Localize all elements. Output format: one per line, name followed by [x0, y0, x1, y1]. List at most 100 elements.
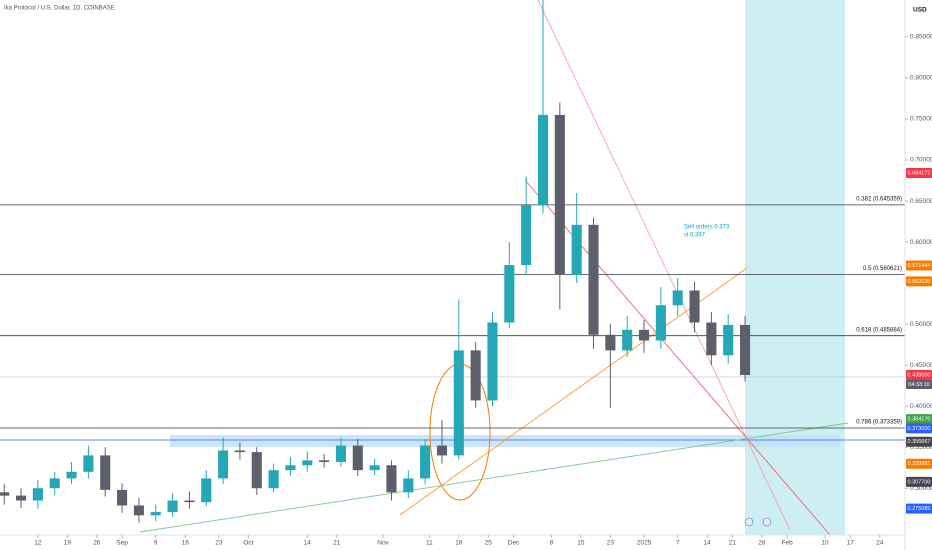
- x-tick-label: 10: [821, 540, 829, 547]
- candle-body: [638, 329, 650, 341]
- fib-label: 0.5 (0.560621): [863, 266, 902, 272]
- price-label: 0.384170: [908, 417, 931, 423]
- projection-region: [745, 0, 845, 535]
- candle-body: [689, 290, 700, 323]
- x-tick-label: 11: [426, 540, 433, 547]
- plot-area: [0, 0, 905, 523]
- trend-line: [399, 267, 748, 516]
- x-tick-label: Dec: [508, 540, 520, 547]
- candle-body: [470, 350, 481, 401]
- countdown-box: [906, 379, 932, 389]
- x-tick-label: 2025: [637, 540, 652, 547]
- candle-body: [487, 322, 498, 401]
- price-label-box: [906, 476, 932, 487]
- trend-line: [139, 422, 849, 533]
- candle-body: [706, 322, 717, 356]
- candle-body: [739, 324, 751, 375]
- currency-label: USD: [913, 7, 927, 14]
- candle-body: [32, 488, 43, 501]
- price-label: 0.329881: [908, 461, 931, 467]
- candle-body: [184, 500, 195, 503]
- candle-body: [268, 470, 279, 489]
- fib-label: 0.382 (0.645359): [856, 196, 902, 202]
- x-tick-label: 7: [676, 540, 680, 547]
- candle-body: [234, 450, 245, 453]
- price-label-box: [906, 423, 932, 434]
- x-tick-label: 25: [485, 540, 493, 547]
- candle-body: [218, 450, 229, 479]
- event-icon[interactable]: [762, 517, 772, 527]
- price-label: 0.684172: [908, 170, 931, 176]
- candle-body: [335, 445, 347, 462]
- x-tick-label: 26: [93, 540, 101, 547]
- support-zone: [170, 435, 840, 447]
- candle-body: [672, 290, 683, 306]
- x-tick-label: 16: [182, 540, 190, 547]
- candle-body: [251, 452, 262, 489]
- candle-body: [436, 445, 448, 456]
- candle-body: [369, 465, 380, 471]
- candle-body: [352, 445, 363, 471]
- price-label-box: [906, 369, 932, 380]
- candle-body: [117, 489, 128, 506]
- price-label-box: [906, 414, 932, 425]
- price-label: 0.275085: [908, 506, 931, 512]
- price-label: 0.373000: [908, 426, 931, 432]
- price-label: 0.307700: [908, 479, 931, 485]
- x-tick-label: 9: [154, 540, 158, 547]
- candle-body: [605, 334, 616, 351]
- x-tick-label: 21: [729, 540, 737, 547]
- candle-body: [302, 460, 313, 466]
- x-tick-label: 14: [704, 540, 712, 547]
- candle-body: [83, 455, 94, 472]
- candle-body: [571, 224, 582, 275]
- candle-body: [453, 350, 464, 456]
- x-tick-label: 28: [758, 540, 766, 547]
- candle-body: [150, 512, 161, 516]
- x-tick-label: 17: [847, 540, 855, 547]
- x-tick-label: Sep: [116, 540, 128, 547]
- trend-line: [537, 0, 791, 531]
- price-label-box: [906, 167, 932, 178]
- x-tick-label: 12: [34, 540, 42, 547]
- candle-body: [133, 505, 144, 516]
- candle-body: [201, 478, 212, 503]
- x-tick-label: Feb: [782, 540, 794, 547]
- annotation: Sell orders 0.373: [684, 225, 730, 231]
- candle-body: [15, 495, 27, 501]
- x-tick-label: 23: [215, 540, 223, 547]
- price-label-box: [906, 276, 932, 287]
- price-label: 0.571444: [908, 263, 931, 269]
- candle-body: [167, 500, 178, 513]
- candle-body: [723, 324, 734, 356]
- price-label-box: [906, 436, 932, 447]
- y-tick-label: 0.850000: [910, 34, 932, 41]
- x-tick-label: Nov: [377, 540, 389, 547]
- price-label-box: [906, 260, 932, 271]
- annotation: sl 0.397: [684, 233, 706, 239]
- candle-body: [386, 465, 397, 493]
- x-tick-label: 21: [333, 540, 341, 547]
- price-label: 0.552035: [908, 279, 931, 285]
- countdown: 04:33:10: [908, 382, 929, 388]
- x-tick-label: Oct: [243, 540, 253, 547]
- price-label: 0.356667: [908, 439, 931, 445]
- x-tick-label: 23: [607, 540, 615, 547]
- event-icon[interactable]: [744, 517, 754, 527]
- x-tick-label: 19: [64, 540, 72, 547]
- candle-body: [403, 478, 414, 493]
- fib-label: 0.618 (0.485884): [856, 327, 902, 333]
- candle-body: [554, 114, 565, 275]
- candle-body: [420, 445, 431, 479]
- candle-body: [521, 205, 532, 266]
- candle-body: [537, 114, 549, 206]
- x-tick-label: 24: [876, 540, 884, 547]
- candle-body: [285, 465, 296, 471]
